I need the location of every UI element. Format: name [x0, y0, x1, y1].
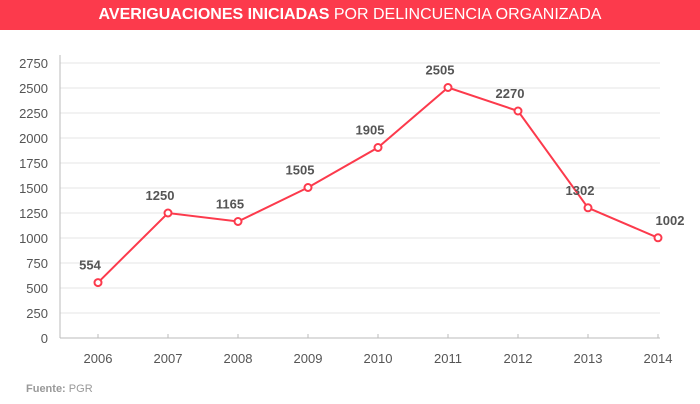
data-point	[653, 233, 663, 243]
source-note: Fuente: PGR	[26, 383, 93, 395]
data-point	[583, 203, 593, 213]
data-label: 1905	[356, 123, 385, 138]
x-tick-label: 2013	[574, 351, 603, 366]
data-point	[163, 208, 173, 218]
y-tick-label: 1000	[19, 231, 48, 246]
x-tick-label: 2006	[84, 351, 113, 366]
data-point	[443, 83, 453, 92]
x-tick-label: 2012	[504, 351, 533, 366]
data-point	[93, 278, 103, 288]
y-tick-label: 2750	[19, 56, 48, 71]
y-tick-label: 0	[41, 331, 48, 346]
y-tick-label: 750	[26, 256, 48, 271]
y-tick-label: 2250	[19, 106, 48, 121]
data-label: 1002	[656, 213, 685, 228]
y-tick-label: 2500	[19, 81, 48, 96]
y-tick-label: 1250	[19, 206, 48, 221]
data-label: 1302	[566, 183, 595, 198]
data-label: 554	[79, 258, 101, 273]
data-point	[303, 183, 313, 192]
y-tick-label: 1750	[19, 156, 48, 171]
x-tick-label: 2009	[294, 351, 323, 366]
title-bold: AVERIGUACIONES INICIADAS	[98, 6, 330, 23]
x-tick-label: 2010	[364, 351, 393, 366]
title-rest: POR DELINCUENCIA ORGANIZADA	[333, 6, 602, 23]
x-tick-label: 2014	[644, 351, 673, 366]
data-label: 2270	[496, 86, 525, 101]
source-value: PGR	[68, 383, 93, 395]
x-tick-label: 2011	[434, 351, 462, 366]
data-label: 1505	[286, 163, 315, 178]
data-label: 1250	[146, 188, 175, 203]
data-point	[513, 106, 523, 116]
source-label: Fuente:	[26, 383, 66, 395]
y-tick-label: 2000	[19, 131, 48, 146]
data-label: 1165	[216, 197, 244, 212]
y-tick-label: 250	[26, 306, 48, 321]
data-label: 2505	[426, 63, 455, 78]
y-tick-label: 500	[26, 281, 48, 296]
x-tick-label: 2008	[224, 351, 253, 366]
chart-title: AVERIGUACIONES INICIADAS POR DELINCUENCI…	[0, 0, 700, 30]
x-tick-label: 2007	[154, 351, 183, 366]
data-point	[233, 217, 243, 226]
y-tick-label: 1500	[19, 181, 48, 196]
data-point	[373, 143, 383, 152]
